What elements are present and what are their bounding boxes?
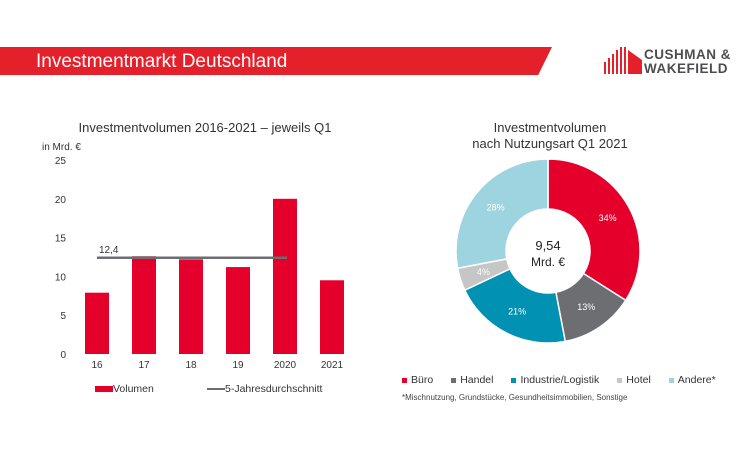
slice-label: 21% <box>508 307 526 317</box>
slice-industrielogistik <box>463 267 567 344</box>
legend-item: Hotel <box>617 374 651 386</box>
pie-footnote: *Mischnutzung, Grundstücke, Gesundheitsi… <box>402 393 628 402</box>
x-tick-label: 16 <box>91 360 103 371</box>
x-tick-label: 17 <box>138 360 150 371</box>
y-axis-label: in Mrd. € <box>42 142 81 153</box>
legend-item: Industrie/Logistik <box>511 374 599 386</box>
bar-18 <box>179 259 203 354</box>
legend-item: Andere* <box>668 374 716 386</box>
center-value: 9,54 <box>535 238 560 253</box>
y-tick-label: 20 <box>55 195 67 206</box>
header-band: Investmentmarkt Deutschland <box>0 47 552 75</box>
bar-2020 <box>273 198 297 354</box>
bar-17 <box>132 256 156 354</box>
bar-16 <box>85 292 109 354</box>
legend-average: 5-Jahresdurchschnitt <box>207 383 322 395</box>
y-tick-label: 5 <box>60 311 66 322</box>
slice-label: 4% <box>477 267 490 277</box>
legend-item: Büro <box>402 374 433 386</box>
y-tick-label: 0 <box>60 350 66 361</box>
page-title: Investmentmarkt Deutschland <box>36 51 288 72</box>
y-tick-label: 10 <box>55 272 67 283</box>
pie-legend: Büro Handel Industrie/Logistik Hotel Andere* <box>402 374 716 386</box>
x-tick-label: 2021 <box>321 360 344 371</box>
average-label: 12,4 <box>99 245 119 256</box>
slice-label: 28% <box>487 203 505 213</box>
x-tick-label: 18 <box>185 360 197 371</box>
slice-label: 34% <box>599 213 617 223</box>
bar-chart-title: Investmentvolumen 2016-2021 – jeweils Q1 <box>78 120 332 135</box>
legend-item: Handel <box>451 374 493 386</box>
slice-andere <box>455 158 549 270</box>
pie-chart-title: Investmentvolumen nach Nutzungsart Q1 202… <box>472 120 628 151</box>
logo-text: CUSHMAN & WAKEFIELD <box>644 47 731 76</box>
x-tick-label: 19 <box>232 360 244 371</box>
legend-volumen: Volumen <box>95 383 154 395</box>
slice-bro <box>547 158 641 302</box>
y-tick-label: 15 <box>55 234 67 245</box>
x-tick-label: 2020 <box>274 360 297 371</box>
y-tick-label: 25 <box>55 156 67 167</box>
slice-label: 13% <box>577 302 595 312</box>
center-unit: Mrd. € <box>531 255 565 269</box>
bar-19 <box>226 267 250 354</box>
bar-2021 <box>320 280 344 354</box>
logo-icon <box>604 47 642 74</box>
